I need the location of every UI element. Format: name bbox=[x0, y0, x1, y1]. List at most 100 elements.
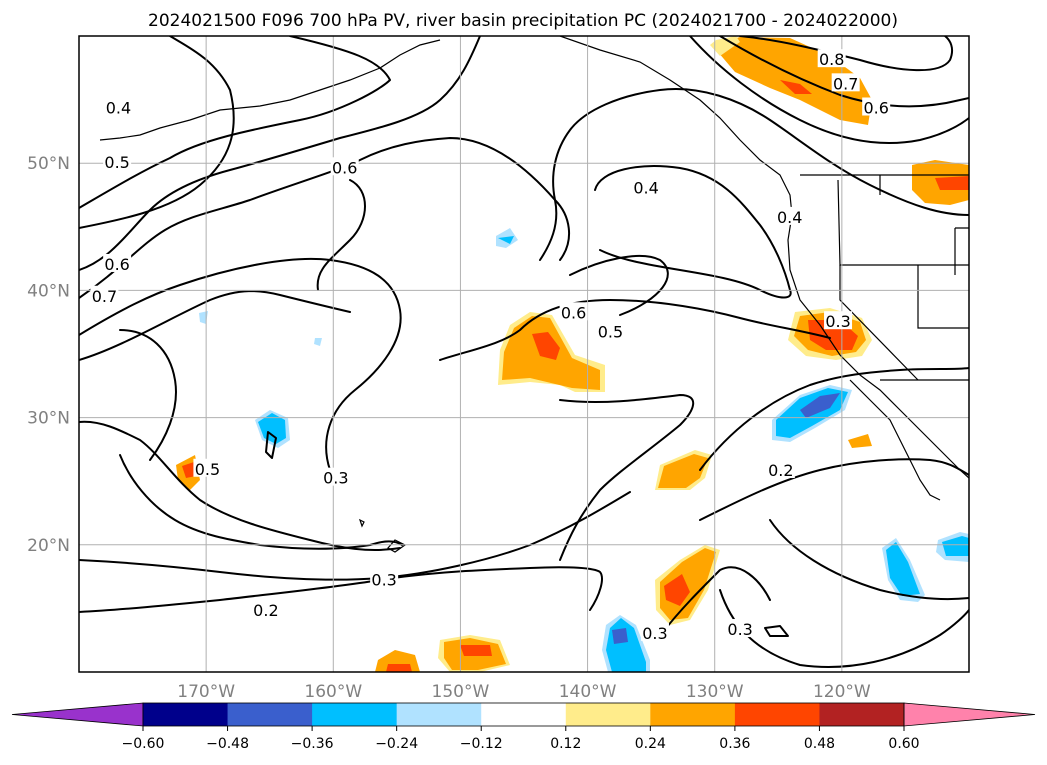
contour-label-bg bbox=[559, 302, 588, 321]
pv-contour-0.3-tropical bbox=[662, 566, 771, 633]
pv-contour-hawaii-loop bbox=[265, 431, 277, 459]
colorbar-tick-label: −0.48 bbox=[206, 736, 249, 752]
pv-contour-0.2-se bbox=[769, 519, 969, 601]
contour-label: 0.2 bbox=[253, 601, 278, 620]
contour-label-bg bbox=[193, 458, 222, 477]
contour-label-bg bbox=[321, 467, 350, 486]
contour-label-bg bbox=[632, 177, 661, 196]
lon-tick-label: 160°W bbox=[304, 682, 362, 702]
lat-tick-label: 20°N bbox=[27, 536, 70, 556]
colorbar-tick-label: 0.24 bbox=[635, 736, 666, 752]
contour-label: 0.6 bbox=[332, 158, 357, 177]
longitude-tick-labels: 170°W 160°W 150°W 140°W 130°W 120°W bbox=[177, 682, 871, 702]
precip-region-north-hawaii bbox=[258, 413, 286, 444]
contour-label-bg bbox=[596, 321, 625, 340]
colorbar: −0.60 −0.48 −0.36 −0.24 −0.12 0.12 0.24 0.36 0.4… bbox=[11, 702, 1036, 752]
contour-label-bg bbox=[824, 311, 853, 330]
pv-contour-0.5-south bbox=[79, 420, 401, 551]
colorbar-tick-label: −0.24 bbox=[375, 736, 418, 752]
precip-region-mexico2 bbox=[942, 536, 969, 556]
precip-region-southwest-core bbox=[386, 664, 412, 672]
precip-region-south-tropical-core bbox=[612, 628, 628, 644]
pv-contour-0.6-hook bbox=[316, 179, 366, 291]
pv-contour-0.2-lower bbox=[699, 458, 969, 521]
precip-region-subtropical bbox=[658, 454, 708, 488]
pv-contour-0.6-loop bbox=[79, 137, 571, 299]
contour-label: 0.2 bbox=[768, 461, 793, 480]
contour-label: 0.7 bbox=[92, 287, 117, 306]
alaska-aleutians-coast bbox=[99, 39, 441, 141]
contour-labels: 0.4 0.5 0.6 0.7 0.6 0.4 0.4 0.8 0.7 0.6 0.6 0.5 0.3 0… bbox=[90, 49, 891, 643]
colorbar-tick-label: −0.12 bbox=[460, 736, 503, 752]
us-state-border-ut bbox=[954, 227, 969, 275]
contour-label: 0.8 bbox=[819, 50, 844, 69]
pv-contour-0.7 bbox=[719, 36, 969, 108]
precip-region-tropical-core bbox=[664, 574, 690, 606]
contour-label: 0.5 bbox=[195, 460, 220, 479]
precip-region-tiny bbox=[314, 338, 322, 346]
contour-label: 0.4 bbox=[633, 179, 658, 198]
contour-label-bg bbox=[251, 599, 280, 618]
latitude-tick-labels: 50°N 40°N 30°N 20°N bbox=[27, 154, 70, 556]
lat-tick-label: 50°N bbox=[27, 154, 70, 174]
precip-region-small-north-core bbox=[498, 236, 514, 244]
pv-contour-0.8 bbox=[739, 36, 954, 72]
contour-label-bg bbox=[775, 206, 804, 225]
precip-region-west-hawaii-core bbox=[182, 462, 196, 478]
precip-region-south-core bbox=[460, 645, 492, 656]
lon-tick-label: 140°W bbox=[559, 682, 617, 702]
colorbar-swatch bbox=[819, 703, 905, 726]
hawaii-maui bbox=[358, 518, 365, 528]
lon-tick-label: 120°W bbox=[813, 682, 871, 702]
coastlines bbox=[99, 36, 969, 553]
contour-label: 0.5 bbox=[104, 153, 129, 172]
colorbar-tick-label: 0.36 bbox=[719, 736, 750, 752]
contour-label: 0.5 bbox=[598, 322, 623, 341]
contour-label: 0.3 bbox=[642, 624, 667, 643]
contour-label-bg bbox=[104, 97, 133, 116]
colorbar-swatch bbox=[565, 703, 651, 726]
pv-contour-0.4-loop bbox=[594, 165, 792, 299]
contour-label-bg bbox=[330, 157, 359, 176]
colorbar-extend-low bbox=[11, 702, 144, 727]
lat-tick-label: 40°N bbox=[27, 281, 70, 301]
colorbar-swatch bbox=[227, 703, 313, 726]
pv-contour-west-mid bbox=[79, 290, 351, 361]
pv-contour-0.7-west bbox=[119, 329, 177, 461]
contour-label: 0.3 bbox=[371, 570, 396, 589]
precip-region-mexico bbox=[886, 542, 920, 596]
colorbar-swatch bbox=[396, 703, 482, 726]
lon-tick-label: 170°W bbox=[177, 682, 235, 702]
contour-label: 0.3 bbox=[727, 620, 752, 639]
contour-label-bg bbox=[766, 460, 795, 479]
contour-label: 0.4 bbox=[106, 99, 131, 118]
colorbar-tick-label: −0.60 bbox=[122, 736, 165, 752]
colorbar-swatch bbox=[143, 703, 229, 726]
pv-contour-0.6-east bbox=[569, 254, 669, 316]
pv-contour-0.5-east bbox=[439, 299, 831, 361]
pv-contour-0.6-north bbox=[79, 36, 481, 271]
precip-region-baja bbox=[848, 434, 872, 448]
pv-contour-small-loop bbox=[764, 625, 789, 637]
pv-contour-0.5-north bbox=[79, 36, 391, 209]
colorbar-swatch bbox=[481, 703, 567, 726]
pv-contour-0.3-inner bbox=[79, 257, 402, 471]
map-panel: 0.4 0.5 0.6 0.7 0.6 0.4 0.4 0.8 0.7 0.6 0.6 0.5 0.3 0… bbox=[27, 35, 970, 702]
contour-label-bg bbox=[103, 253, 132, 272]
colorbar-frame bbox=[142, 702, 905, 727]
pv-contour-0.5-nw bbox=[79, 36, 235, 229]
contour-label-bg bbox=[817, 49, 846, 68]
contour-label: 0.3 bbox=[323, 469, 348, 488]
precip-region-bc-core bbox=[780, 80, 812, 94]
contour-label-bg bbox=[862, 97, 891, 116]
contour-label: 0.6 bbox=[863, 99, 888, 118]
colorbar-swatch bbox=[312, 703, 398, 726]
lon-tick-label: 130°W bbox=[686, 682, 744, 702]
us-state-border-nv bbox=[917, 265, 969, 329]
figure-title: 2024021500 F096 700 hPa PV, river basin … bbox=[148, 11, 898, 31]
contour-label: 0.6 bbox=[561, 303, 586, 322]
colorbar-swatch bbox=[734, 703, 820, 726]
contour-label-bg bbox=[831, 73, 860, 92]
precip-region-rockies-core bbox=[935, 176, 969, 190]
pv-contour-0.4-east bbox=[539, 88, 969, 261]
